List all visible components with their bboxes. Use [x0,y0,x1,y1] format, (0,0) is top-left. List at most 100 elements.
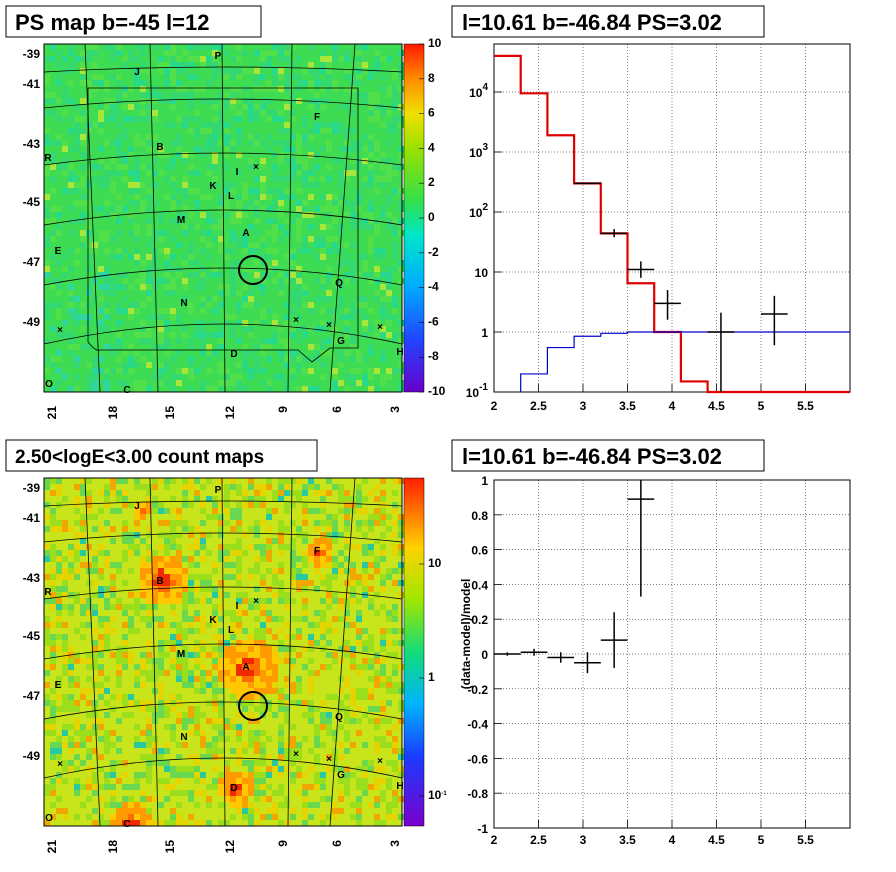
heatmap-cell [338,790,344,796]
heatmap-cell [320,374,326,380]
heatmap-cell [338,380,344,386]
heatmap-cell [380,706,386,712]
heatmap-cell [110,188,116,194]
heatmap-cell [200,62,206,68]
heatmap-cells [44,478,404,826]
source-marker: × [253,596,259,607]
heatmap-cell [248,104,254,110]
heatmap-cell [392,332,398,338]
heatmap-cell [122,104,128,110]
heatmap-cell [200,676,206,682]
heatmap-cell [260,74,266,80]
x-tick-label: 5 [758,833,765,847]
latitude-tick-labels: -39-41-43-45-47-49 [23,481,41,763]
heatmap-cell [254,490,260,496]
heatmap-cell [392,266,398,272]
heatmap-cell [254,206,260,212]
heatmap-cell [176,820,182,826]
heatmap-cell [248,760,254,766]
heatmap-cell [176,68,182,74]
heatmap-cell [56,302,62,308]
heatmap-cell [200,236,206,242]
heatmap-cell [362,574,368,580]
heatmap-cell [260,544,266,550]
heatmap-cell [398,796,404,802]
heatmap-cell [224,290,230,296]
heatmap-cell [236,520,242,526]
heatmap-cell [344,556,350,562]
heatmap-cell [212,664,218,670]
heatmap-cell [218,368,224,374]
heatmap-cell [98,550,104,556]
heatmap-cell [104,496,110,502]
heatmap-cell [326,724,332,730]
heatmap-cell [44,730,50,736]
x-tick-label: 4.5 [708,833,725,847]
heatmap-cell [128,808,134,814]
heatmap-cell [266,616,272,622]
heatmap-cell [134,700,140,706]
heatmap-cell [284,796,290,802]
heatmap-cell [176,56,182,62]
heatmap-cell [290,616,296,622]
heatmap-cell [80,326,86,332]
heatmap-cell [356,146,362,152]
heatmap-cell [170,314,176,320]
heatmap-cell [170,176,176,182]
heatmap-cell [152,484,158,490]
heatmap-cell [254,586,260,592]
heatmap-cell [104,634,110,640]
heatmap-cell [50,700,56,706]
heatmap-cell [374,784,380,790]
heatmap-cell [296,326,302,332]
heatmap-cell [314,296,320,302]
heatmap-cell [80,50,86,56]
heatmap-cell [350,592,356,598]
heatmap-cell [68,338,74,344]
heatmap-cell [356,508,362,514]
heatmap-cell [260,706,266,712]
heatmap-cell [302,820,308,826]
heatmap-cell [230,610,236,616]
heatmap-cell [230,772,236,778]
heatmap-cell [140,116,146,122]
heatmap-cell [62,604,68,610]
heatmap-cell [344,272,350,278]
heatmap-cell [194,652,200,658]
heatmap-cell [56,134,62,140]
heatmap-cell [80,658,86,664]
heatmap-cell [212,652,218,658]
heatmap-cell [152,508,158,514]
heatmap-cell [170,92,176,98]
colorbar-tick-label: 8 [428,71,435,85]
x-tick-label: 4.5 [708,399,725,413]
heatmap-cell [92,44,98,50]
heatmap-cell [158,314,164,320]
heatmap-cell [338,170,344,176]
heatmap-cell [296,580,302,586]
heatmap-cell [326,194,332,200]
heatmap-cell [164,508,170,514]
heatmap-cell [236,682,242,688]
heatmap-cell [338,532,344,538]
heatmap-cell [170,568,176,574]
heatmap-cell [248,604,254,610]
heatmap-cell [302,808,308,814]
heatmap-cell [254,670,260,676]
heatmap-cell [140,110,146,116]
heatmap-cell [62,760,68,766]
heatmap-cell [248,814,254,820]
heatmap-cell [278,188,284,194]
heatmap-cell [362,44,368,50]
heatmap-cell [398,526,404,532]
heatmap-cell [116,760,122,766]
heatmap-cell [56,74,62,80]
heatmap-cell [116,736,122,742]
heatmap-cell [296,356,302,362]
heatmap-cell [122,308,128,314]
heatmap-cell [302,700,308,706]
heatmap-cell [230,146,236,152]
heatmap-cell [308,784,314,790]
heatmap-cell [146,670,152,676]
heatmap-cell [368,634,374,640]
